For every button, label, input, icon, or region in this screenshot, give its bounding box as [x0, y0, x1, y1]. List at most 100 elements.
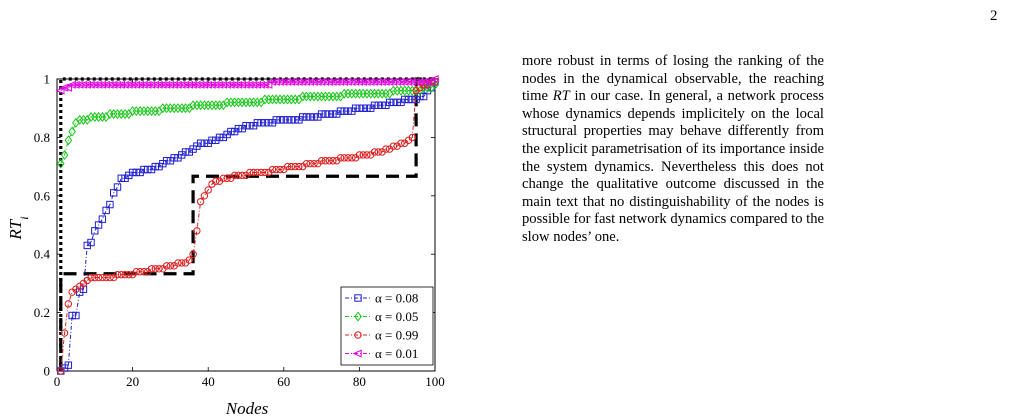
- data-point: [416, 92, 424, 101]
- data-point: [276, 165, 284, 174]
- page-number: 2: [990, 8, 998, 24]
- body-paragraph: more robust in terms of losing the ranki…: [522, 53, 824, 247]
- legend-item: α = 0.99: [345, 328, 418, 343]
- data-point: [238, 171, 246, 180]
- data-point: [287, 162, 296, 171]
- data-point: [253, 119, 262, 127]
- data-point: [64, 300, 73, 308]
- data-point: [419, 92, 428, 101]
- data-point: [257, 119, 265, 127]
- legend-item: α = 0.01: [345, 346, 418, 361]
- y-axis-title: RTi: [6, 216, 31, 240]
- data-point: [321, 110, 330, 118]
- data-point: [189, 250, 197, 258]
- data-point: [280, 116, 288, 124]
- data-point: [72, 311, 80, 320]
- data-point: [219, 174, 228, 182]
- data-point: [355, 151, 364, 159]
- reference-line-dotted: [59, 77, 435, 371]
- data-point: [268, 165, 277, 174]
- series-line: [60, 81, 435, 372]
- legend-item: α = 0.08: [345, 291, 418, 306]
- data-point: [193, 227, 201, 235]
- data-point: [234, 171, 243, 180]
- paragraph-text-1: more robust in terms of losing the ranki…: [522, 53, 824, 105]
- data-point: [246, 168, 254, 177]
- data-point: [283, 162, 292, 171]
- data-point: [421, 77, 432, 86]
- data-point: [431, 79, 439, 90]
- data-point: [325, 157, 333, 165]
- data-point: [261, 168, 269, 177]
- data-point: [98, 273, 107, 282]
- data-point: [329, 157, 337, 165]
- y-tick-label: 0.6: [34, 188, 51, 203]
- data-point: [348, 154, 356, 162]
- y-axis-title-subscript: i: [17, 216, 31, 219]
- data-point: [310, 159, 318, 168]
- data-point: [325, 110, 333, 118]
- data-point: [185, 256, 194, 264]
- legend-label: α = 0.99: [375, 328, 418, 343]
- data-point: [336, 154, 345, 162]
- data-point: [340, 107, 348, 115]
- data-point: [166, 262, 175, 270]
- legend-label: α = 0.01: [375, 346, 418, 361]
- legend-marker: [354, 294, 362, 302]
- data-point: [59, 83, 69, 92]
- legend-marker: [352, 349, 362, 358]
- data-point: [253, 168, 262, 177]
- data-point: [132, 168, 141, 177]
- data-point: [317, 110, 326, 118]
- data-point: [393, 98, 401, 107]
- x-axis-label: Nodes: [225, 399, 269, 418]
- data-point: [128, 168, 137, 177]
- data-point: [140, 268, 148, 276]
- data-point: [389, 142, 398, 150]
- data-point: [62, 83, 73, 92]
- data-point: [144, 165, 152, 174]
- data-point: [306, 159, 314, 168]
- y-axis-label: RTi: [6, 216, 31, 240]
- data-point: [370, 148, 379, 156]
- data-point: [212, 177, 220, 185]
- data-point: [261, 119, 269, 127]
- legend: α = 0.08 α = 0.05 α = 0.99 α = 0.01: [340, 286, 434, 366]
- data-point: [94, 221, 103, 229]
- data-point: [259, 80, 269, 89]
- data-point: [389, 98, 398, 107]
- x-tick-label: 0: [54, 374, 61, 389]
- data-point: [329, 110, 337, 118]
- y-tick-label: 0.2: [34, 305, 50, 320]
- reference-line-dashed: [59, 77, 435, 371]
- x-tick-label: 60: [277, 374, 290, 389]
- data-point: [94, 273, 103, 282]
- y-tick-label: 0: [44, 364, 51, 379]
- data-point: [68, 311, 76, 320]
- data-point: [200, 192, 209, 200]
- data-point: [57, 367, 65, 375]
- data-point: [306, 113, 314, 121]
- data-point: [106, 273, 114, 282]
- data-point: [355, 104, 364, 112]
- legend-label: α = 0.08: [375, 291, 418, 306]
- data-point: [317, 157, 326, 165]
- data-point: [68, 126, 76, 137]
- data-point: [208, 136, 216, 145]
- series-line: [60, 78, 436, 92]
- data-point: [110, 189, 118, 197]
- data-point: [291, 116, 299, 124]
- data-point: [283, 116, 292, 124]
- data-point: [264, 119, 273, 127]
- data-point: [302, 159, 311, 168]
- data-point: [429, 75, 439, 83]
- y-tick-label: 0.8: [34, 130, 50, 145]
- data-point: [91, 227, 99, 235]
- reaching-time-chart: Nodes RTi 0 20 40 60 80 100 0 0.2 0.4 0.6 0.8 1 α =…: [6, 72, 445, 419]
- series-3: [55, 75, 439, 95]
- data-point: [276, 116, 284, 124]
- paragraph-symbol-rt: RT: [552, 88, 570, 105]
- data-point: [98, 215, 107, 223]
- data-point: [200, 139, 209, 147]
- series-line: [60, 81, 436, 372]
